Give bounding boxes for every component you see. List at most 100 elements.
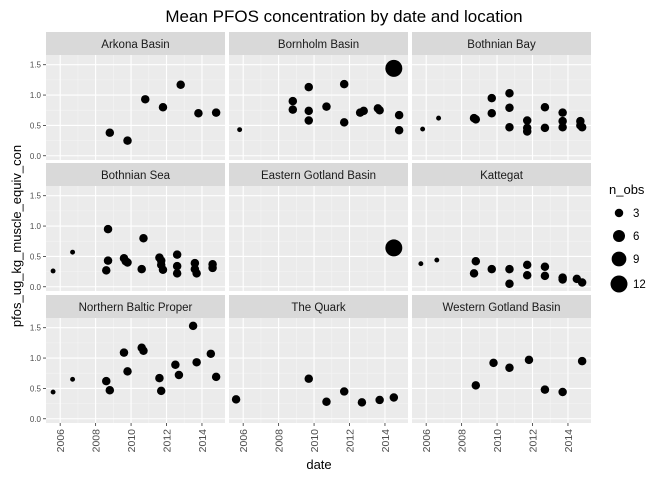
data-point: [471, 381, 481, 390]
data-point: [469, 269, 479, 278]
facet-strip-label: Bothnian Sea: [101, 170, 171, 182]
data-point: [158, 265, 168, 275]
x-tick-label: 2014: [197, 429, 209, 453]
x-tick-label: 2010: [126, 429, 138, 453]
y-tick-label: 1.5: [30, 324, 42, 333]
x-tick-label: 2008: [457, 429, 469, 453]
data-point: [192, 269, 201, 278]
data-point: [288, 96, 298, 106]
data-point: [188, 321, 198, 331]
data-point: [522, 260, 532, 270]
data-point: [211, 372, 221, 382]
data-point: [394, 110, 404, 120]
y-tick-label: 0.5: [30, 121, 42, 130]
facet-strip: [412, 32, 591, 55]
x-tick-label: 2012: [162, 429, 174, 453]
legend: n_obs 3 6 9 12: [609, 182, 646, 293]
data-point: [123, 136, 132, 145]
facet-arkona-basin: Arkona Basin 0.0 0.5 1.0 1.5: [30, 32, 225, 161]
panel-background: [46, 318, 225, 423]
legend-key: [611, 251, 627, 267]
data-point: [540, 123, 550, 133]
data-point: [375, 395, 384, 405]
facet-strip-label: Western Gotland Basin: [442, 302, 560, 314]
facet-western-gotland-basin: Western Gotland Basin 2006 2008 2010 2012 201…: [412, 295, 591, 452]
facet-strip: [412, 295, 591, 318]
data-point: [339, 387, 349, 396]
data-point: [558, 108, 567, 117]
data-point: [156, 386, 166, 396]
legend-title: n_obs: [609, 182, 645, 197]
data-point: [375, 105, 384, 115]
y-tick-label: 0.0: [30, 415, 42, 424]
facet-panels: Arkona Basin 0.0 0.5 1.0 1.5 Bornholm Basin Bo…: [30, 32, 591, 452]
facet-strip-label: Kattegat: [480, 170, 524, 182]
data-point: [194, 109, 203, 118]
data-point: [471, 115, 481, 124]
facet-strip-label: Eastern Gotland Basin: [261, 170, 376, 182]
legend-label: 3: [633, 208, 639, 220]
data-point: [70, 249, 76, 255]
data-point: [288, 105, 298, 114]
y-tick-label: 1.0: [30, 354, 42, 363]
legend-key: [613, 230, 625, 242]
facet-bothnian-sea: Bothnian Sea 0.0 0.5 1.0 1.5: [30, 163, 225, 292]
data-point: [505, 363, 514, 373]
facet-bothnian-bay: Bothnian Bay: [412, 32, 591, 160]
data-point: [577, 356, 587, 366]
data-point: [385, 239, 403, 257]
data-point: [505, 122, 514, 132]
panel-background: [412, 318, 591, 423]
x-tick-label: 2008: [274, 429, 286, 453]
data-point: [487, 264, 496, 274]
y-tick-label: 0.5: [30, 384, 42, 393]
data-point: [172, 250, 182, 259]
panel-background: [229, 318, 408, 423]
data-point: [339, 79, 349, 89]
data-point: [389, 393, 399, 402]
x-tick-label: 2006: [55, 429, 67, 453]
data-point: [487, 109, 496, 118]
data-point: [172, 261, 182, 271]
panel-background: [229, 186, 408, 291]
data-point: [102, 376, 111, 386]
facet-strip-label: Bothnian Bay: [467, 39, 536, 51]
data-point: [304, 106, 313, 116]
legend-label: 12: [633, 279, 646, 291]
x-tick-label: 2012: [528, 429, 540, 453]
data-point: [505, 279, 514, 288]
panel-background: [412, 55, 591, 160]
facet-strip: [46, 295, 225, 318]
data-point: [540, 385, 550, 394]
facet-strip-label: Bornholm Basin: [278, 39, 359, 51]
data-point: [211, 108, 221, 117]
x-tick-label: 2014: [563, 429, 575, 453]
facet-eastern-gotland-basin: Eastern Gotland Basin: [229, 163, 408, 291]
data-point: [434, 257, 440, 263]
legend-key: [610, 275, 628, 293]
data-point: [322, 102, 331, 111]
data-point: [139, 346, 148, 356]
data-point: [322, 397, 331, 407]
data-point: [436, 115, 442, 121]
data-point: [505, 264, 514, 274]
facet-strip: [229, 163, 408, 186]
data-point: [487, 93, 496, 103]
data-point: [137, 264, 146, 274]
facet-northern-baltic-proper: Northern Baltic Proper 0.0 0.5 1.0 1.5 2006 20…: [30, 295, 225, 452]
data-point: [540, 102, 550, 112]
data-point: [558, 122, 567, 132]
data-point: [105, 128, 115, 137]
x-tick-label: 2012: [345, 429, 357, 453]
data-point: [394, 126, 404, 135]
data-point: [174, 370, 184, 380]
facet-the-quark: The Quark 2006 2008 2010 2012 2014: [229, 295, 408, 452]
data-point: [237, 127, 243, 133]
x-tick-label: 2008: [91, 429, 103, 453]
facet-strip: [229, 295, 408, 318]
data-point: [505, 103, 514, 113]
data-point: [540, 271, 550, 281]
legend-label: 6: [633, 231, 639, 243]
data-point: [176, 80, 185, 89]
